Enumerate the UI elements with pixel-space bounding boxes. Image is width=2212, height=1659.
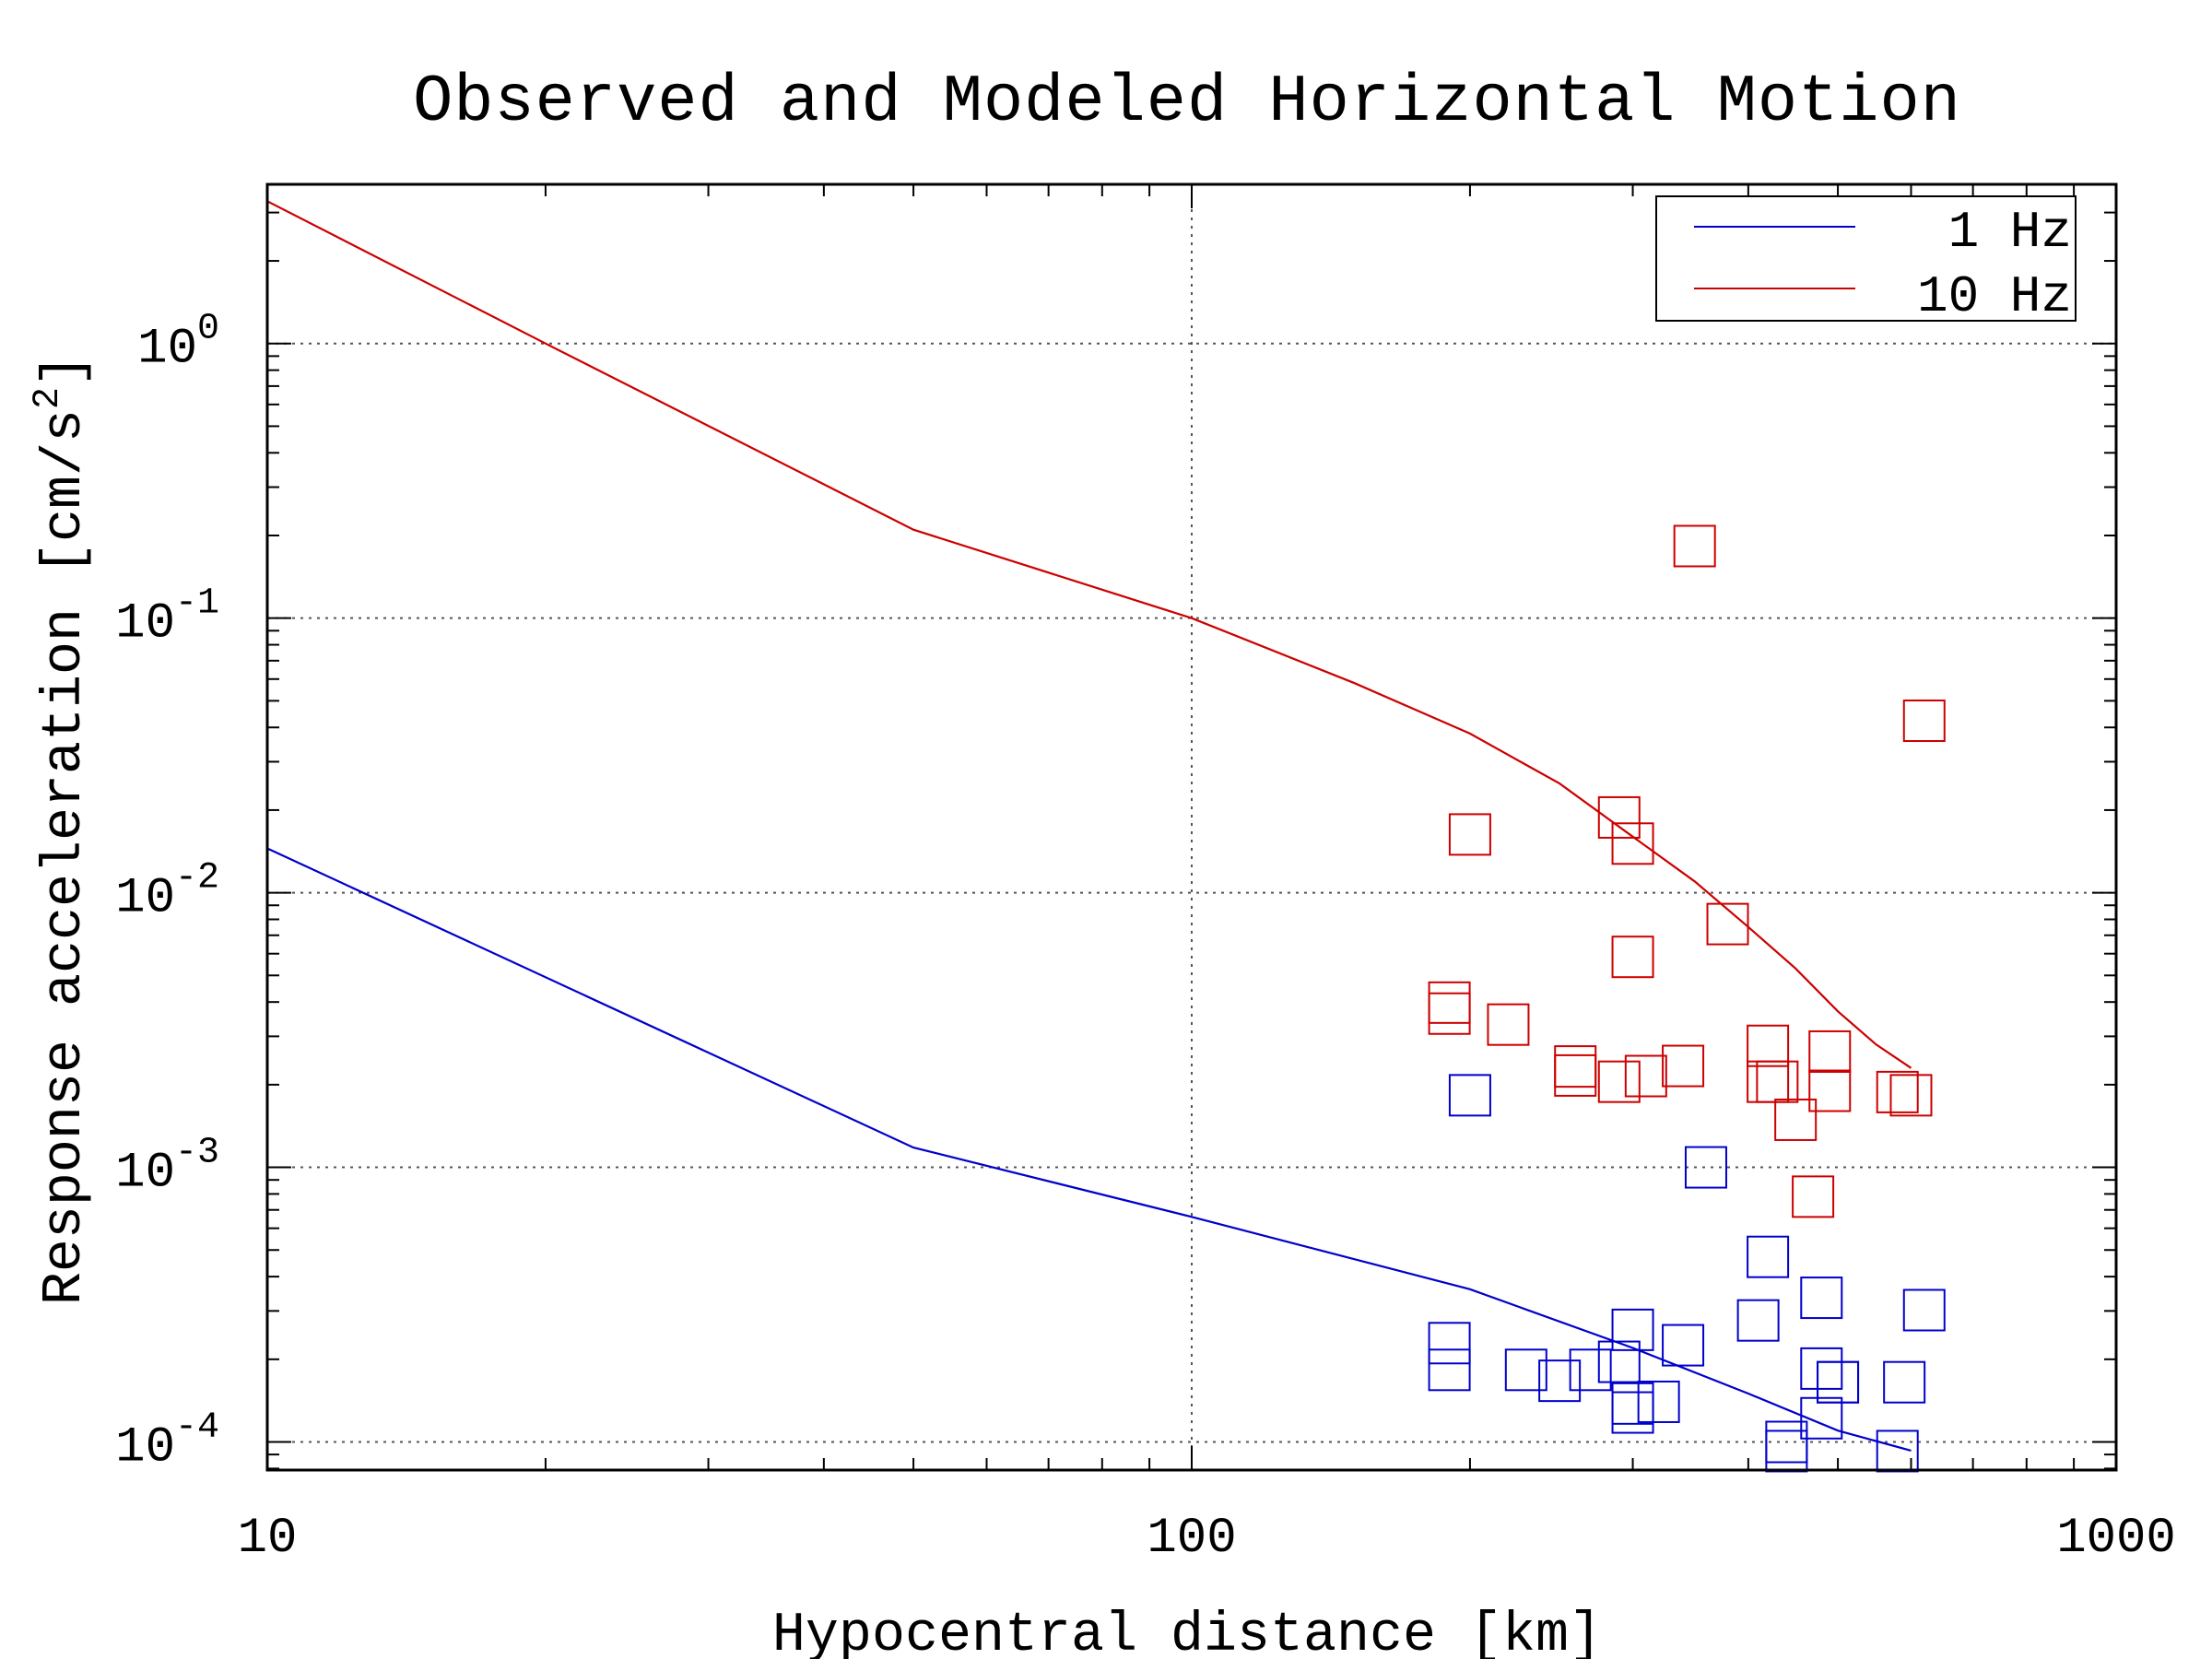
x-tick-labels: 10 100 1000 <box>238 1511 2176 1567</box>
observed-marker-10hz <box>1448 813 1491 856</box>
observed-marker-1hz <box>1800 1396 1843 1440</box>
observed-marker-10hz <box>1876 1070 1919 1113</box>
observed-marker-1hz <box>1902 1288 1946 1332</box>
y-tick-label: 100 <box>137 309 219 378</box>
observed-marker-10hz <box>1597 795 1641 839</box>
observed-marker-10hz <box>1706 902 1749 946</box>
observed-marker-10hz <box>1747 1060 1790 1103</box>
y-axis-label-close: ] <box>34 354 97 387</box>
y-tick-label: 10-4 <box>115 1406 219 1476</box>
y-tick-exponent: 0 <box>197 309 219 350</box>
y-tick-exponent: -2 <box>175 858 219 900</box>
observed-marker-1hz <box>1504 1348 1547 1392</box>
y-tick-base: 10 <box>115 1419 175 1476</box>
observed-marker-10hz <box>1624 1054 1667 1098</box>
observed-marker-10hz <box>1428 981 1471 1024</box>
legend-label-10hz: 10 Hz <box>1917 267 2072 326</box>
observed-marker-1hz <box>1684 1146 1727 1189</box>
observed-marker-1hz <box>1538 1359 1582 1403</box>
observed-marker-1hz <box>1817 1360 1860 1404</box>
observed-marker-10hz <box>1808 1030 1852 1073</box>
observed-marker-1hz <box>1569 1348 1612 1392</box>
observed-marker-1hz <box>1736 1299 1780 1342</box>
series-1hz <box>266 847 1946 1473</box>
observed-marker-1hz <box>1448 1074 1491 1117</box>
observed-marker-10hz <box>1774 1098 1818 1141</box>
plot-frame <box>265 182 2118 1472</box>
observed-marker-10hz <box>1428 992 1471 1035</box>
observed-marker-10hz <box>1808 1069 1852 1112</box>
observed-marker-1hz <box>1800 1277 1843 1320</box>
observed-marker-1hz <box>1611 1382 1654 1425</box>
observed-marker-10hz <box>1902 700 1946 743</box>
legend-label-1hz: 1 Hz <box>1948 203 2072 262</box>
observed-marker-10hz <box>1554 1045 1597 1088</box>
observed-marker-1hz <box>1611 1391 1654 1434</box>
legend-box <box>1655 195 2077 322</box>
observed-marker-1hz <box>1662 1324 1705 1367</box>
observed-marker-1hz <box>1637 1380 1680 1423</box>
x-tick-label: 100 <box>1147 1511 1236 1567</box>
model-line-10hz <box>266 200 1912 1069</box>
y-tick-base: 10 <box>115 1146 175 1202</box>
model-line-1hz <box>266 847 1912 1452</box>
y-tick-exponent: -3 <box>175 1133 219 1174</box>
y-tick-label: 10-3 <box>115 1133 219 1202</box>
observed-marker-1hz <box>1883 1360 1926 1404</box>
axis-ticks <box>266 184 2116 1470</box>
grid <box>267 184 2116 1470</box>
observed-marker-1hz <box>1428 1348 1471 1392</box>
observed-marker-10hz <box>1611 935 1654 979</box>
y-tick-base: 10 <box>115 596 175 653</box>
observed-marker-10hz <box>1611 822 1654 865</box>
y-tick-base: 10 <box>115 871 175 927</box>
observed-marker-1hz <box>1747 1235 1790 1278</box>
x-tick-label: 10 <box>238 1511 298 1567</box>
observed-marker-1hz <box>1817 1360 1860 1404</box>
legend: 1 Hz 10 Hz <box>1655 195 2077 326</box>
observed-marker-10hz <box>1597 1060 1641 1103</box>
x-axis-label: Hypocentral distance [km] <box>772 1605 1602 1659</box>
series-layer <box>266 200 1946 1473</box>
y-axis-label-sup: 2 <box>28 387 69 409</box>
y-axis-label-main: Response acceleration [cm/s <box>34 409 97 1305</box>
y-tick-base: 10 <box>137 322 197 378</box>
observed-marker-1hz <box>1611 1308 1654 1351</box>
y-tick-label: 10-1 <box>115 583 219 653</box>
observed-marker-10hz <box>1487 1003 1530 1046</box>
y-tick-exponent: -1 <box>175 583 219 625</box>
observed-marker-1hz <box>1800 1347 1843 1390</box>
observed-marker-1hz <box>1597 1340 1641 1383</box>
observed-marker-10hz <box>1889 1074 1933 1117</box>
observed-marker-10hz <box>1673 524 1716 568</box>
series-10hz <box>266 200 1946 1218</box>
observed-marker-10hz <box>1554 1053 1597 1097</box>
observed-marker-10hz <box>1756 1060 1799 1103</box>
x-tick-label: 1000 <box>2056 1511 2176 1567</box>
observed-marker-1hz <box>1428 1322 1471 1365</box>
observed-marker-10hz <box>1792 1175 1835 1218</box>
observed-marker-10hz <box>1662 1044 1705 1088</box>
chart-title: Observed and Modeled Horizontal Motion <box>413 65 1961 140</box>
observed-marker-10hz <box>1747 1024 1790 1067</box>
y-axis-label: Response acceleration [cm/s2] <box>28 354 97 1305</box>
y-tick-label: 10-2 <box>115 858 219 927</box>
y-tick-exponent: -4 <box>175 1406 219 1448</box>
